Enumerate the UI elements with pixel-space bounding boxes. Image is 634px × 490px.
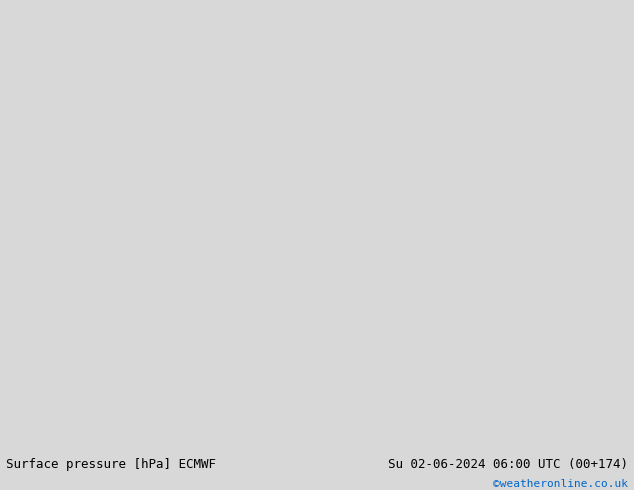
Text: Su 02-06-2024 06:00 UTC (00+174): Su 02-06-2024 06:00 UTC (00+174)	[387, 458, 628, 471]
Text: ©weatheronline.co.uk: ©weatheronline.co.uk	[493, 479, 628, 489]
Text: Surface pressure [hPa] ECMWF: Surface pressure [hPa] ECMWF	[6, 458, 216, 471]
